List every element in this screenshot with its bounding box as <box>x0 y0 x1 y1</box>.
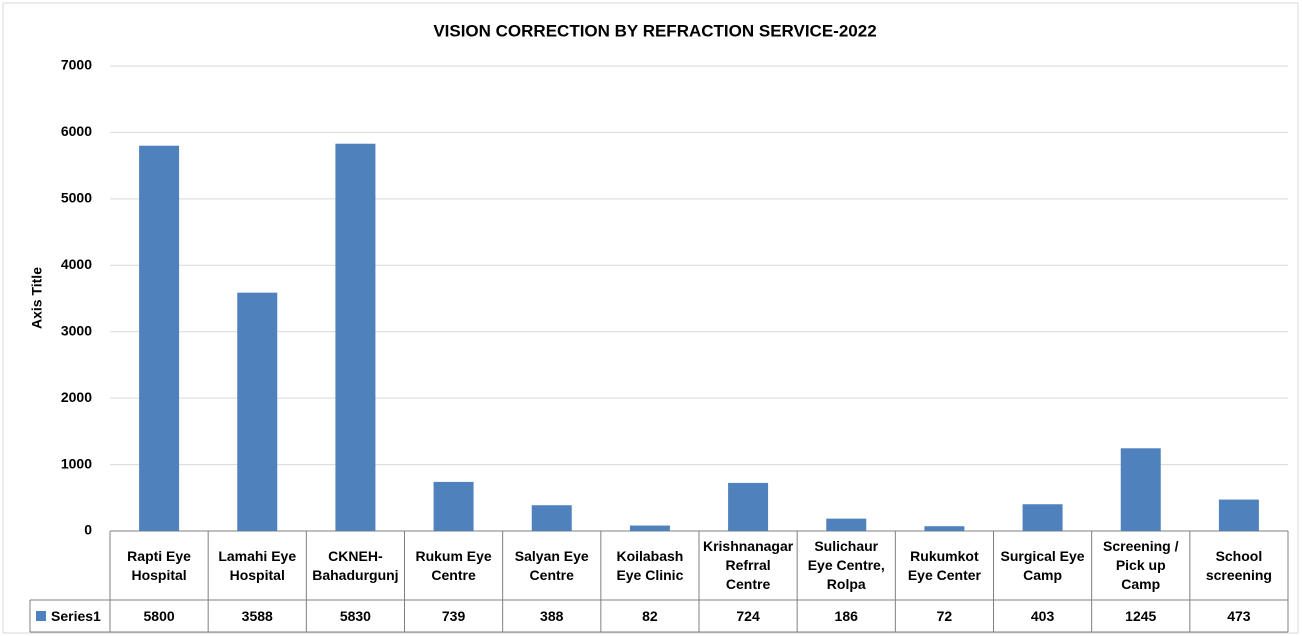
x-tick-label: Krishnanagar Refrral Centre <box>702 538 794 592</box>
x-tick-label: School screening <box>1205 547 1272 583</box>
y-tick-label: 1000 <box>61 455 92 471</box>
x-tick-label: Koilabash Eye Clinic <box>616 547 684 583</box>
x-tick-label: Salyan Eye Centre <box>514 547 589 583</box>
x-tick-label: Rukum Eye Centre <box>415 547 492 583</box>
data-table-value: 82 <box>642 607 658 624</box>
bar <box>1218 499 1259 531</box>
y-tick-label: 4000 <box>61 256 92 272</box>
bar <box>1120 448 1161 531</box>
x-tick-label: CKNEH-Bahadurgunj <box>312 547 399 583</box>
bar <box>728 482 769 531</box>
x-tick-label: Rapti Eye Hospital <box>127 547 191 583</box>
data-table-value: 473 <box>1227 607 1251 624</box>
chart-title: VISION CORRECTION BY REFRACTION SERVICE-… <box>433 21 876 40</box>
bar <box>826 518 867 531</box>
y-tick-label: 0 <box>84 522 92 538</box>
data-table-value: 5830 <box>339 607 371 624</box>
data-table-value: 1245 <box>1125 607 1157 624</box>
x-tick-label: Surgical Eye Camp <box>1000 547 1085 583</box>
y-tick-label: 6000 <box>61 123 92 139</box>
y-tick-label: 5000 <box>61 190 92 206</box>
data-table-value: 724 <box>736 607 760 624</box>
data-table-value: 739 <box>441 607 466 624</box>
data-table-value: 3588 <box>241 607 273 624</box>
data-table-value: 72 <box>936 607 953 624</box>
x-tick-label: Screening / Pick up Camp <box>1103 538 1179 592</box>
data-table-value: 388 <box>540 607 564 624</box>
bar <box>1022 504 1063 531</box>
x-tick-label: Sulichaur Eye Centre, Rolpa <box>807 538 885 592</box>
bar <box>531 505 572 531</box>
legend-key <box>36 611 46 621</box>
y-tick-label: 2000 <box>61 389 92 405</box>
data-table-value: 186 <box>834 607 858 624</box>
bar <box>237 292 278 531</box>
bar <box>629 525 670 531</box>
x-tick-label: Rukumkot Eye Center <box>907 547 981 583</box>
data-table-value: 403 <box>1030 607 1055 624</box>
y-tick-label: 7000 <box>61 57 92 73</box>
bar <box>139 145 180 531</box>
bar <box>433 481 474 531</box>
legend-label: Series1 <box>51 607 101 624</box>
bar <box>335 143 376 531</box>
bar <box>924 526 965 531</box>
x-tick-label: Lamahi Eye Hospital <box>218 547 297 583</box>
data-table-value: 5800 <box>143 607 175 624</box>
y-tick-label: 3000 <box>61 322 92 338</box>
y-axis-title: Axis Title <box>29 267 45 329</box>
